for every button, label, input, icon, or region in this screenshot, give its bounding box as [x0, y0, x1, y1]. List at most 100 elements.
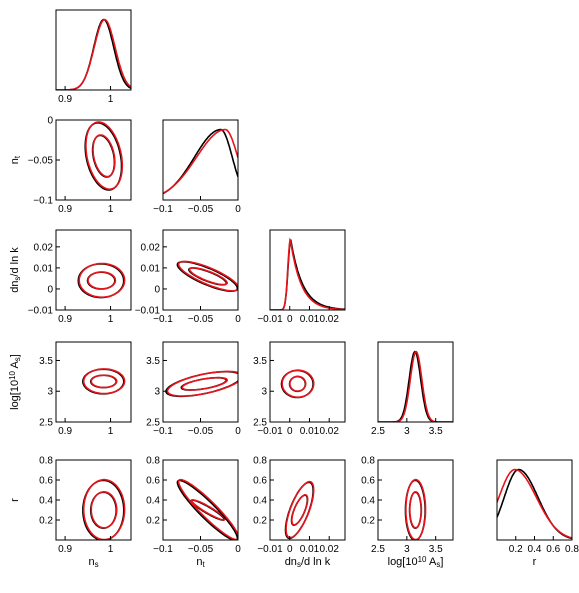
y-tick-label-logA: 3.5	[253, 356, 267, 367]
x-tick-label-logA: 2.5	[371, 426, 385, 437]
y-tick-label-logA: 3.5	[146, 356, 160, 367]
x-tick-label-dns: 0.02	[319, 314, 339, 325]
contour-r-vs-nt-inner-red	[190, 499, 226, 521]
x-tick-label-logA: 3	[404, 426, 410, 437]
panel-frame	[55, 9, 132, 91]
panel-logA-vs-logA	[377, 341, 454, 423]
contour-r-vs-ns-outer-red	[82, 478, 126, 540]
contour-r-vs-dns-inner-red	[291, 493, 309, 526]
y-tick-label-r: 0.8	[146, 456, 160, 467]
marginal-nt-series-black	[163, 128, 238, 195]
y-tick-label-r: 0.4	[146, 496, 160, 507]
x-tick-label-nt: −0.05	[188, 204, 214, 215]
panel-frame	[269, 229, 346, 311]
y-tick-label-nt: −0.1	[33, 196, 53, 207]
x-tick-label-r: 0.6	[546, 544, 560, 555]
marginal-dns-series-red	[270, 237, 345, 310]
contour-logA-vs-ns-outer-red	[82, 368, 126, 395]
panel-nt-vs-nt	[162, 119, 239, 201]
x-tick-label-logA: 2.5	[371, 544, 385, 555]
marginal-logA-series-red	[378, 350, 453, 422]
y-tick-label-r: 0.2	[146, 516, 160, 527]
panel-logA-vs-dns	[269, 341, 346, 423]
panel-r-vs-nt	[162, 459, 239, 541]
x-tick-label-nt: −0.1	[153, 544, 173, 555]
panel-frame	[496, 459, 573, 541]
y-axis-label-r: r	[9, 498, 21, 502]
contour-dns-vs-ns-outer-red	[78, 262, 126, 299]
marginal-ns-series-black	[56, 18, 131, 90]
y-tick-label-r: 0.2	[39, 516, 53, 527]
contour-r-vs-dns-outer-red	[285, 480, 315, 539]
x-tick-label-nt: −0.05	[188, 426, 214, 437]
x-tick-label-dns: 0	[287, 426, 293, 437]
x-tick-label-ns: 1	[108, 314, 114, 325]
y-tick-label-dns: −0.01	[28, 306, 54, 317]
panel-r-vs-logA	[377, 459, 454, 541]
panel-nt-vs-ns	[55, 119, 132, 201]
marginal-dns-series-black	[270, 239, 345, 310]
panel-frame	[55, 341, 132, 423]
panel-frame	[269, 341, 346, 423]
contour-r-vs-logA-inner-red	[408, 490, 423, 529]
x-tick-label-nt: −0.1	[153, 426, 173, 437]
x-tick-label-dns: 0.02	[319, 426, 339, 437]
y-tick-label-nt: −0.05	[28, 156, 54, 167]
panel-dns-vs-nt	[162, 229, 239, 311]
y-tick-label-r: 0.8	[361, 456, 375, 467]
panel-frame	[55, 229, 132, 311]
y-tick-label-dns: 0.01	[34, 263, 54, 274]
x-tick-label-ns: 0.9	[58, 544, 72, 555]
panel-frame	[162, 119, 239, 201]
y-tick-label-dns: 0.01	[141, 263, 161, 274]
y-axis-label-dns: dns/d ln k	[9, 247, 22, 293]
x-tick-label-ns: 0.9	[58, 204, 72, 215]
marginal-r-series-black	[497, 468, 572, 540]
panel-frame	[162, 459, 239, 541]
x-tick-label-dns: 0	[287, 544, 293, 555]
x-tick-label-ns: 1	[108, 426, 114, 437]
x-tick-label-dns: 0.01	[300, 314, 320, 325]
y-tick-label-r: 0.8	[253, 456, 267, 467]
x-tick-label-dns: 0.01	[300, 426, 320, 437]
contour-logA-vs-dns-inner-red	[289, 375, 307, 392]
contour-nt-vs-ns-outer-black	[84, 122, 123, 191]
contour-logA-vs-dns-outer-red	[281, 369, 315, 398]
x-tick-label-dns: 0.01	[300, 544, 320, 555]
x-tick-label-nt: 0	[235, 544, 241, 555]
contour-r-vs-nt-outer-black	[176, 479, 238, 540]
x-tick-label-dns: −0.01	[257, 314, 283, 325]
x-tick-label-ns: 0.9	[58, 314, 72, 325]
y-tick-label-dns: 0.02	[141, 242, 161, 253]
y-tick-label-dns: 0.02	[34, 242, 54, 253]
x-axis-label-dns: dns/d ln k	[285, 556, 331, 569]
y-axis-label-nt: nt	[9, 155, 22, 164]
x-tick-label-ns: 1	[108, 204, 114, 215]
x-tick-label-nt: −0.05	[188, 544, 214, 555]
x-tick-label-dns: −0.01	[257, 544, 283, 555]
contour-dns-vs-nt-outer-red	[177, 260, 238, 292]
y-tick-label-r: 0.4	[39, 496, 53, 507]
contour-logA-vs-nt-outer-red	[166, 370, 238, 397]
x-tick-label-nt: −0.1	[153, 204, 173, 215]
y-tick-label-r: 0.2	[361, 516, 375, 527]
y-tick-label-logA: 3	[47, 387, 53, 398]
y-tick-label-dns: 0	[47, 284, 53, 295]
panel-logA-vs-nt	[162, 341, 239, 423]
x-axis-label-r: r	[533, 556, 537, 568]
x-tick-label-nt: −0.05	[188, 314, 214, 325]
x-tick-label-nt: 0	[235, 204, 241, 215]
x-tick-label-logA: 3	[404, 544, 410, 555]
x-tick-label-r: 0.4	[528, 544, 542, 555]
y-tick-label-logA: 3	[261, 387, 267, 398]
x-axis-label-ns: ns	[88, 556, 98, 569]
contour-r-vs-nt-outer-red	[177, 478, 238, 540]
y-tick-label-logA: 2.5	[253, 418, 267, 429]
x-axis-label-nt: nt	[196, 556, 205, 569]
panel-r-vs-dns	[269, 459, 346, 541]
panel-ns-vs-ns	[55, 9, 132, 91]
y-tick-label-r: 0.6	[39, 476, 53, 487]
x-tick-label-r: 0.2	[509, 544, 523, 555]
x-tick-label-logA: 3.5	[429, 544, 443, 555]
x-tick-label-dns: −0.01	[257, 426, 283, 437]
